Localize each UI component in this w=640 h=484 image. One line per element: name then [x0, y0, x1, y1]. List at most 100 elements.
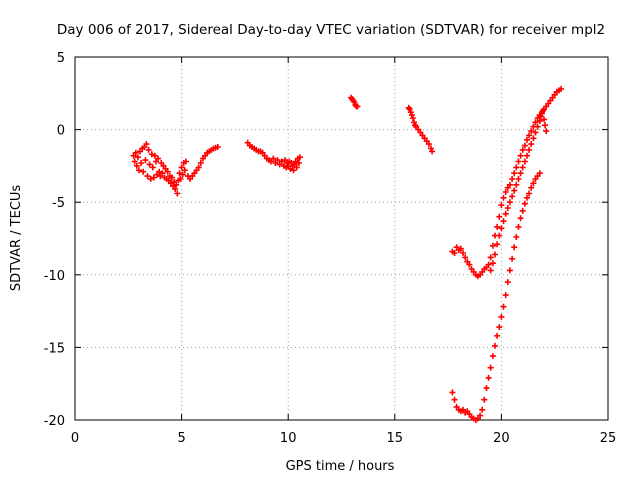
- data-point: [541, 116, 547, 123]
- data-point: [504, 279, 511, 286]
- data-point: [506, 199, 513, 206]
- data-point: [500, 218, 507, 225]
- data-point: [498, 202, 505, 209]
- data-point: [176, 170, 183, 177]
- data-point: [517, 152, 524, 159]
- data-point: [293, 164, 300, 171]
- data-point: [449, 389, 456, 396]
- data-point: [494, 223, 501, 230]
- data-point: [509, 176, 516, 182]
- data-point: [351, 99, 358, 105]
- data-point: [143, 141, 150, 148]
- y-axis-label: SDTVAR / TECUs: [9, 185, 24, 292]
- data-point: [462, 254, 469, 261]
- x-tick-label: 10: [280, 431, 297, 446]
- data-point: [146, 161, 153, 168]
- data-point: [408, 112, 415, 119]
- data-point: [502, 210, 509, 217]
- data-point: [521, 200, 528, 207]
- data-point: [519, 146, 526, 153]
- data-point: [156, 168, 163, 175]
- data-point: [542, 122, 549, 129]
- data-point: [534, 123, 541, 130]
- x-tick-label: 20: [493, 431, 510, 446]
- data-point: [151, 152, 158, 159]
- data-point: [524, 194, 530, 201]
- chart-title: Day 006 of 2017, Sidereal Day-to-day VTE…: [57, 22, 605, 38]
- data-point: [492, 251, 498, 258]
- data-point: [195, 164, 202, 171]
- data-point: [506, 181, 513, 188]
- data-point: [173, 181, 180, 188]
- data-point: [132, 149, 139, 156]
- data-point: [538, 110, 545, 117]
- y-tick-label: -20: [44, 414, 65, 429]
- data-point: [409, 115, 416, 121]
- data-point: [214, 144, 221, 150]
- data-point: [530, 180, 537, 187]
- points-layer: [130, 85, 565, 423]
- data-point: [496, 324, 503, 331]
- data-point: [182, 158, 189, 165]
- data-point: [136, 167, 142, 174]
- data-point: [169, 174, 175, 181]
- data-point: [496, 232, 503, 239]
- data-point: [532, 119, 539, 126]
- data-point: [537, 113, 544, 120]
- data-point: [270, 155, 277, 162]
- data-point: [149, 164, 156, 171]
- data-point: [492, 342, 498, 349]
- data-point: [528, 141, 535, 148]
- data-point: [147, 176, 154, 182]
- y-tick-label: 5: [57, 51, 65, 66]
- x-axis-label: GPS time / hours: [286, 459, 395, 474]
- y-tick-label: -15: [44, 341, 65, 356]
- data-point: [517, 170, 524, 177]
- data-point: [509, 255, 516, 262]
- data-point: [521, 142, 528, 149]
- data-point: [164, 168, 171, 175]
- data-point: [460, 250, 466, 256]
- data-point: [487, 254, 494, 261]
- data-point: [500, 194, 507, 201]
- data-point: [155, 155, 162, 162]
- data-point: [451, 396, 458, 403]
- data-point: [406, 106, 413, 113]
- data-point: [133, 162, 140, 169]
- data-point: [498, 225, 505, 232]
- data-point: [524, 136, 530, 143]
- data-point: [179, 171, 186, 178]
- data-point: [174, 190, 181, 197]
- data-point: [487, 364, 494, 371]
- data-point: [509, 193, 516, 200]
- data-point: [511, 244, 518, 251]
- data-point: [296, 154, 303, 161]
- data-point: [513, 234, 520, 240]
- data-point: [502, 189, 509, 195]
- x-tick-label: 0: [71, 431, 79, 446]
- data-point: [511, 187, 518, 194]
- data-point: [528, 184, 535, 191]
- y-tick-label: 0: [57, 124, 65, 139]
- data-point: [407, 109, 414, 116]
- y-tick-label: -5: [52, 196, 65, 211]
- data-point: [506, 267, 513, 274]
- data-point: [515, 158, 522, 165]
- data-point: [532, 129, 539, 136]
- data-point: [131, 158, 138, 165]
- data-point: [274, 157, 281, 164]
- data-point: [485, 374, 492, 381]
- data-point: [485, 261, 492, 268]
- data-point: [536, 170, 543, 177]
- data-point: [466, 261, 473, 268]
- data-point: [140, 168, 147, 175]
- data-point: [496, 213, 503, 220]
- data-point: [134, 154, 141, 161]
- data-point: [150, 174, 157, 181]
- data-point: [526, 190, 533, 197]
- data-point: [479, 406, 486, 413]
- data-point: [172, 186, 179, 193]
- data-point: [494, 332, 501, 339]
